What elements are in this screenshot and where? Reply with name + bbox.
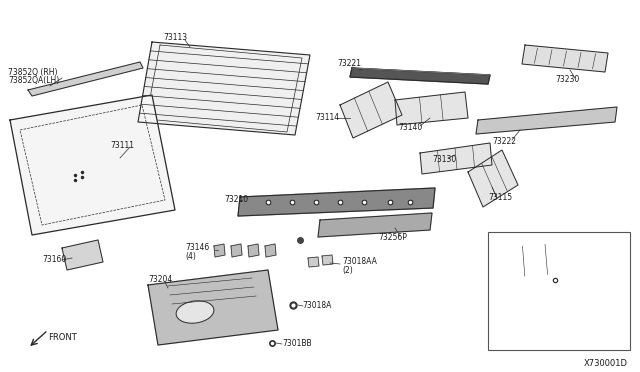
Polygon shape: [395, 92, 468, 125]
Text: 73018AA: 73018AA: [342, 257, 377, 266]
Text: 73140: 73140: [398, 124, 422, 132]
Text: 73019AA: 73019AA: [494, 289, 529, 298]
Polygon shape: [148, 270, 278, 345]
Text: 73852QA(LH): 73852QA(LH): [8, 76, 60, 84]
Text: 73114: 73114: [315, 113, 339, 122]
Polygon shape: [248, 244, 259, 257]
Polygon shape: [28, 62, 143, 96]
Polygon shape: [468, 150, 518, 207]
Polygon shape: [476, 107, 617, 134]
Text: 73160: 73160: [42, 256, 67, 264]
Polygon shape: [265, 244, 276, 257]
Text: 73111: 73111: [110, 141, 134, 150]
Text: 73115: 73115: [488, 193, 512, 202]
Polygon shape: [231, 244, 242, 257]
Polygon shape: [340, 82, 402, 138]
Text: 73113: 73113: [163, 33, 187, 42]
Text: 73204: 73204: [148, 276, 172, 285]
Text: 73256P: 73256P: [378, 234, 407, 243]
Polygon shape: [322, 255, 333, 265]
Polygon shape: [138, 42, 310, 135]
Text: 73130: 73130: [432, 155, 456, 164]
Polygon shape: [318, 213, 432, 237]
Polygon shape: [420, 143, 492, 174]
Polygon shape: [62, 240, 103, 270]
Text: (4): (4): [185, 251, 196, 260]
Text: X730001D: X730001D: [584, 359, 628, 369]
Polygon shape: [522, 45, 608, 72]
Text: 73852Q (RH): 73852Q (RH): [8, 67, 58, 77]
Text: 73146: 73146: [185, 244, 209, 253]
Text: FRONT: FRONT: [48, 334, 77, 343]
Text: 73230: 73230: [555, 76, 579, 84]
Polygon shape: [238, 188, 435, 216]
Text: 73222: 73222: [492, 138, 516, 147]
Polygon shape: [500, 242, 578, 278]
Polygon shape: [10, 95, 175, 235]
Text: 73210: 73210: [224, 196, 248, 205]
Bar: [488, 232, 630, 350]
Text: ROOM LAMP: ROOM LAMP: [499, 314, 551, 323]
Text: 73254M: 73254M: [502, 240, 533, 248]
Text: 73221: 73221: [337, 60, 361, 68]
Text: 7301BB: 7301BB: [282, 340, 312, 349]
Text: BRACKET: BRACKET: [506, 305, 544, 314]
Text: 73018A: 73018A: [302, 301, 332, 311]
Polygon shape: [214, 244, 225, 257]
Ellipse shape: [176, 301, 214, 323]
Polygon shape: [350, 68, 490, 84]
Text: (2): (2): [342, 266, 353, 275]
Polygon shape: [308, 257, 319, 267]
